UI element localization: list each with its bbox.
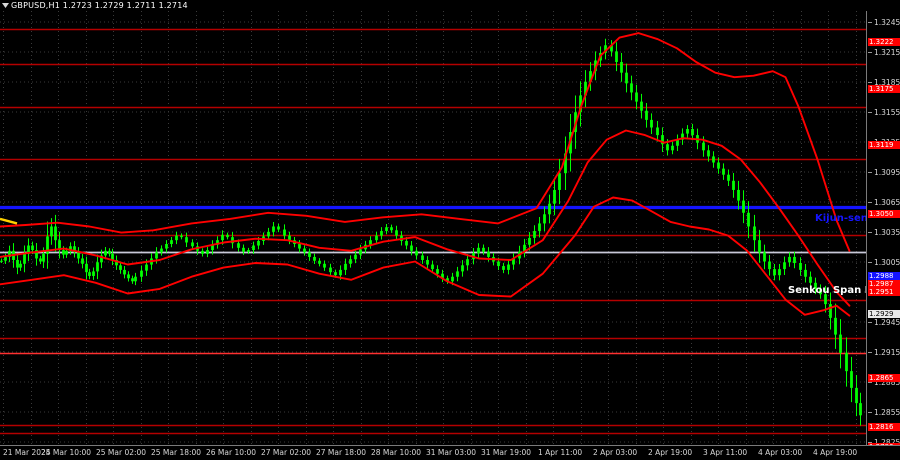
price-tick: 1.3245 — [867, 18, 900, 27]
price-tick: 1.3035 — [867, 228, 900, 237]
time-axis-label: 2 Apr 03:00 — [593, 448, 638, 457]
time-axis-label: 28 Mar 10:00 — [371, 448, 422, 457]
price-marker-red[interactable]: 1.3119 — [868, 141, 900, 149]
price-marker-red[interactable]: 1.3050 — [868, 210, 900, 218]
price-tick: 1.2885 — [867, 378, 900, 387]
price-marker-white[interactable]: 1.2929 — [868, 310, 900, 318]
horizontal-level-lines — [0, 28, 866, 435]
bollinger-upper — [0, 32, 851, 252]
price-tick: 1.3005 — [867, 258, 900, 267]
bollinger-lower — [0, 196, 851, 317]
tick-dash — [868, 112, 872, 113]
price-marker-red[interactable]: 1.3175 — [868, 85, 900, 93]
price-tick: 1.3155 — [867, 108, 900, 117]
tick-dash — [868, 262, 872, 263]
time-axis-label: 24 Mar 10:00 — [41, 448, 92, 457]
price-marker-red[interactable]: 1.2987 — [868, 280, 900, 288]
senkou-span-annotation: Senkou Span B 4H — [788, 285, 866, 296]
bollinger-middle — [0, 129, 851, 307]
price-tick-label: 1.2945 — [874, 318, 900, 327]
price-tick-label: 1.3185 — [874, 78, 900, 87]
time-axis-label: 21 Mar 2025 — [3, 448, 51, 457]
price-tick: 1.3095 — [867, 168, 900, 177]
price-marker-red[interactable]: 1.2951 — [868, 288, 900, 296]
price-tick-label: 1.3035 — [874, 228, 900, 237]
price-marker-red[interactable]: 1.2816 — [868, 423, 900, 431]
grid-lines — [0, 11, 866, 445]
tick-dash — [868, 382, 872, 383]
price-marker-red[interactable]: 1.2865 — [868, 374, 900, 382]
price-tick: 1.2915 — [867, 348, 900, 357]
tick-dash — [868, 442, 872, 443]
tick-dash — [868, 322, 872, 323]
price-tick-label: 1.2915 — [874, 348, 900, 357]
tick-dash — [868, 172, 872, 173]
time-axis-label: 3 Apr 11:00 — [703, 448, 748, 457]
chevron-down-icon[interactable] — [0, 0, 11, 11]
yellow-trend-fragment — [0, 217, 18, 225]
chart-canvas — [0, 11, 866, 445]
tick-dash — [868, 352, 872, 353]
price-tick-label: 1.3245 — [874, 18, 900, 27]
time-axis-label: 4 Apr 03:00 — [758, 448, 803, 457]
time-axis-label: 31 Mar 19:00 — [481, 448, 532, 457]
tick-dash — [868, 202, 872, 203]
time-axis-label: 4 Apr 19:00 — [813, 448, 858, 457]
tick-dash — [868, 52, 872, 53]
tick-dash — [868, 22, 872, 23]
price-tick-label: 1.3215 — [874, 48, 900, 57]
price-tick: 1.2825 — [867, 438, 900, 447]
price-tick: 1.2855 — [867, 408, 900, 417]
price-tick-label: 1.3065 — [874, 198, 900, 207]
chart-header: GBPUSD,H1 1.2723 1.2729 1.2711 1.2714 — [0, 0, 900, 11]
price-marker-blue[interactable]: 1.2988 — [868, 272, 900, 280]
price-marker-red[interactable]: 1.3222 — [868, 38, 900, 46]
price-tick-label: 1.3155 — [874, 108, 900, 117]
symbol-ohlc-label: GBPUSD,H1 1.2723 1.2729 1.2711 1.2714 — [11, 1, 188, 10]
kijun-sen-annotation: Kijun-sen 4H — [815, 213, 866, 224]
price-tick-label: 1.2885 — [874, 378, 900, 387]
tick-dash — [868, 82, 872, 83]
time-axis-label: 1 Apr 11:00 — [538, 448, 583, 457]
time-axis-label: 27 Mar 02:00 — [261, 448, 312, 457]
tick-dash — [868, 232, 872, 233]
price-tick: 1.3065 — [867, 198, 900, 207]
price-tick: 1.2945 — [867, 318, 900, 327]
time-axis-label: 25 Mar 02:00 — [96, 448, 147, 457]
time-axis-label: 31 Mar 03:00 — [426, 448, 477, 457]
time-axis-label: 25 Mar 18:00 — [151, 448, 202, 457]
time-axis-label: 27 Mar 18:00 — [316, 448, 367, 457]
price-tick: 1.3185 — [867, 78, 900, 87]
time-axis-label: 2 Apr 19:00 — [648, 448, 693, 457]
price-tick-label: 1.3095 — [874, 168, 900, 177]
chart-plot-area[interactable]: Kijun-sen 4H Senkou Span B 4H — [0, 11, 866, 445]
time-axis-label: 26 Mar 10:00 — [206, 448, 257, 457]
price-tick-label: 1.3005 — [874, 258, 900, 267]
price-tick-label: 1.2855 — [874, 408, 900, 417]
price-axis[interactable]: 1.32451.32151.31851.31551.31251.30951.30… — [866, 11, 900, 451]
price-tick-label: 1.2825 — [874, 438, 900, 447]
time-axis[interactable]: 21 Mar 2025 24 Mar 10:00 25 Mar 02:00 25 Ma… — [0, 445, 900, 460]
price-tick: 1.3215 — [867, 48, 900, 57]
tick-dash — [868, 412, 872, 413]
